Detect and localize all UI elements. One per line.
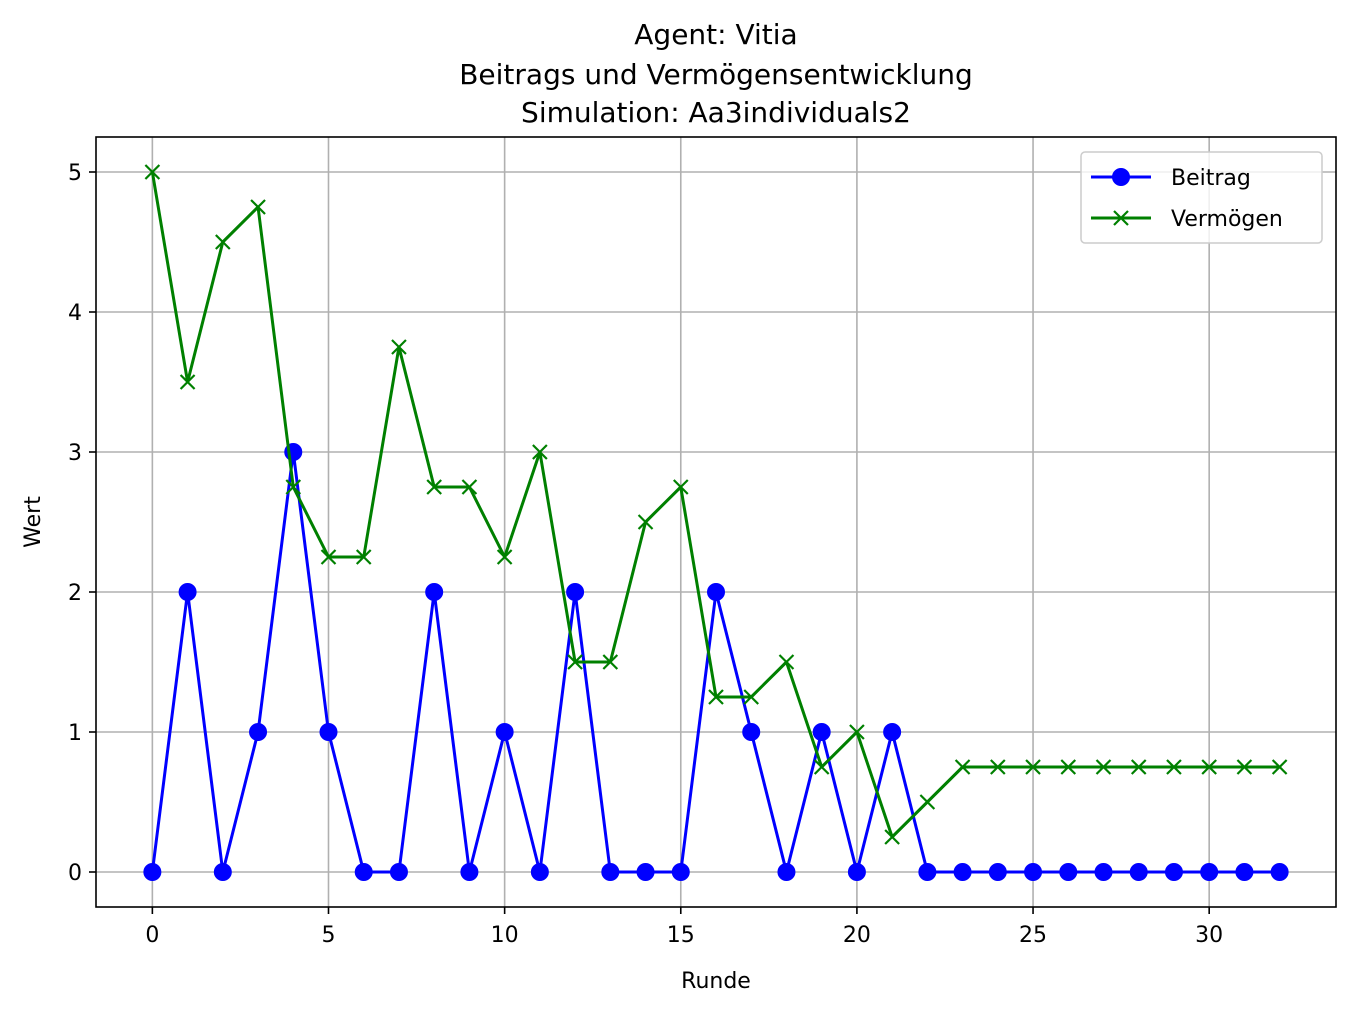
- data-point: [1270, 863, 1289, 881]
- x-tick-label: 5: [322, 923, 336, 948]
- series-vermoegen: [144, 164, 1288, 845]
- data-point: [777, 863, 796, 881]
- data-point: [495, 723, 514, 741]
- data-point: [883, 723, 902, 741]
- data-point: [285, 479, 302, 495]
- data-point: [496, 549, 513, 565]
- data-point: [1201, 759, 1217, 775]
- data-point: [636, 863, 655, 881]
- data-point: [954, 759, 971, 775]
- data-point: [567, 654, 583, 670]
- x-tick-label: 0: [145, 923, 159, 948]
- data-point: [1060, 759, 1077, 775]
- x-tick-label: 15: [667, 923, 695, 948]
- data-point: [354, 863, 373, 881]
- data-point: [461, 479, 478, 495]
- data-point: [355, 549, 372, 565]
- data-point: [179, 374, 196, 390]
- data-point: [532, 444, 548, 460]
- data-point: [178, 583, 197, 601]
- data-point: [144, 164, 161, 180]
- ticks: 0 5 10 15 20 25 30 0 1 2 3 4 5: [68, 161, 1223, 948]
- data-point: [425, 583, 444, 601]
- data-point: [812, 723, 831, 741]
- data-point: [1200, 863, 1219, 881]
- data-point: [319, 723, 338, 741]
- x-axis-label: Runde: [681, 969, 751, 994]
- data-point: [708, 689, 724, 705]
- y-tick-label: 4: [68, 301, 82, 326]
- data-point: [778, 654, 795, 670]
- data-point: [671, 863, 690, 881]
- data-point: [884, 829, 900, 845]
- chart-title-line-3: Simulation: Aa3individuals2: [521, 96, 911, 129]
- data-point: [602, 654, 619, 670]
- data-point: [672, 479, 689, 495]
- data-point: [1129, 863, 1148, 881]
- x-tick-label: 20: [843, 923, 871, 948]
- legend-marker: [1112, 168, 1130, 186]
- data-point: [143, 863, 162, 881]
- y-tick-label: 5: [68, 161, 82, 186]
- legend-box: [1080, 151, 1323, 244]
- data-point: [1235, 863, 1254, 881]
- x-tick-label: 30: [1195, 923, 1223, 948]
- data-point: [742, 723, 761, 741]
- data-point: [601, 863, 620, 881]
- data-point: [990, 759, 1006, 775]
- x-tick-label: 10: [491, 923, 519, 948]
- data-point: [849, 724, 865, 740]
- data-point: [813, 759, 830, 775]
- data-point: [1059, 863, 1078, 881]
- y-tick-label: 0: [68, 861, 82, 886]
- plot-frame: [95, 136, 1337, 908]
- chart-title-line-1: Agent: Vitia: [634, 18, 797, 51]
- data-point: [389, 863, 408, 881]
- y-axis-label: Wert: [21, 496, 46, 548]
- data-point: [530, 863, 549, 881]
- data-point: [988, 863, 1007, 881]
- data-point: [1164, 863, 1183, 881]
- data-point: [1025, 759, 1041, 775]
- x-tick-label: 25: [1019, 923, 1047, 948]
- data-point: [1094, 863, 1113, 881]
- data-point: [707, 583, 725, 601]
- data-point: [460, 863, 479, 881]
- data-point: [1024, 863, 1043, 881]
- data-point: [918, 863, 937, 881]
- data-point: [1095, 759, 1112, 775]
- legend-label: Beitrag: [1171, 166, 1251, 191]
- chart-title-line-2: Beitrags und Vermögensentwicklung: [459, 58, 973, 91]
- data-point: [250, 199, 266, 215]
- data-point: [1166, 759, 1182, 775]
- data-point: [213, 863, 232, 881]
- data-point: [953, 863, 972, 881]
- data-point: [215, 234, 231, 250]
- data-point: [743, 689, 760, 705]
- data-point: [1271, 759, 1288, 775]
- data-point: [249, 723, 268, 741]
- y-tick-label: 3: [68, 441, 82, 466]
- y-tick-label: 2: [68, 581, 82, 606]
- data-point: [1236, 759, 1253, 775]
- data-point: [566, 583, 585, 601]
- series-beitrag: [143, 443, 1289, 881]
- legend-label: Vermögen: [1171, 207, 1283, 232]
- data-point: [637, 514, 654, 530]
- legend: Beitrag Vermögen: [1080, 151, 1323, 244]
- series-layer: [143, 164, 1289, 881]
- y-tick-label: 1: [68, 721, 82, 746]
- data-point: [426, 479, 442, 495]
- data-point: [847, 863, 866, 881]
- data-point: [1130, 759, 1147, 775]
- data-point: [391, 339, 407, 355]
- legend-marker: [1113, 210, 1129, 226]
- data-point: [919, 794, 936, 810]
- data-point: [320, 549, 337, 565]
